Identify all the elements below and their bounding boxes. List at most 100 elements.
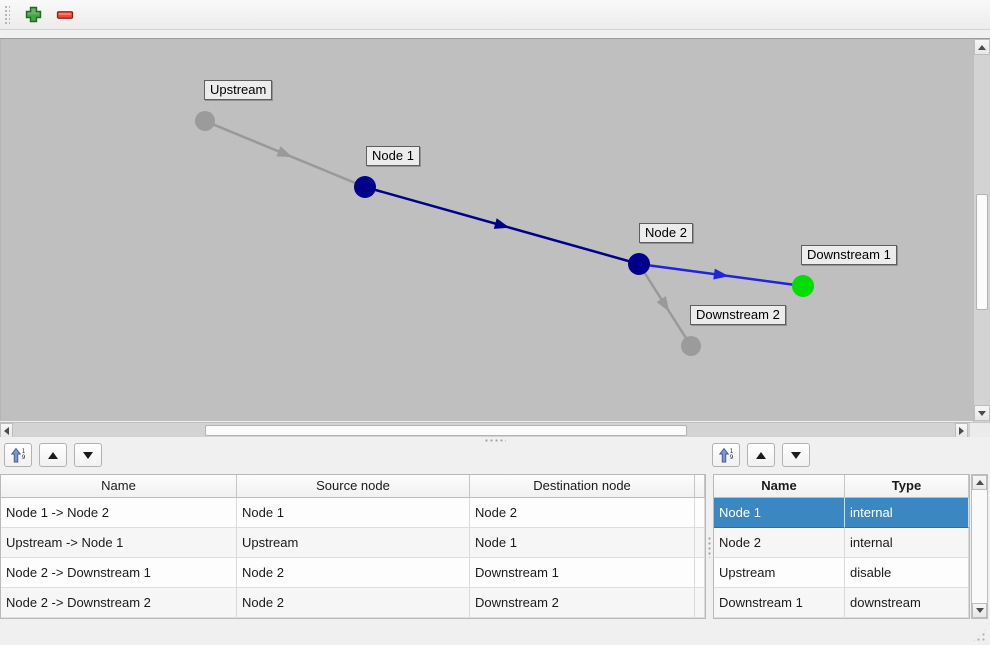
add-button[interactable] <box>20 2 46 28</box>
column-header[interactable] <box>695 475 705 498</box>
node-label[interactable]: Node 2 <box>639 223 693 243</box>
graph-canvas-area: Upstream Node 1 Node 2 Downstream 1 Downstre… <box>0 38 990 438</box>
column-header[interactable]: Type <box>845 475 969 498</box>
canvas-horizontal-scrollbar[interactable] <box>0 422 970 438</box>
edge-arrow-icon <box>493 218 510 229</box>
graph-node[interactable] <box>681 336 701 356</box>
table-cell: Upstream <box>237 528 470 558</box>
table-cell <box>695 558 705 588</box>
table-cell: downstream <box>845 588 969 618</box>
scrollbar-corner <box>970 422 990 438</box>
table-row[interactable]: Node 2 -> Downstream 2 Node 2 Downstream 2 <box>1 588 705 618</box>
move-up-icon <box>756 451 766 459</box>
add-icon <box>25 6 41 23</box>
table-cell: disable <box>845 558 969 588</box>
table-row[interactable]: Node 1 internal <box>714 498 969 528</box>
scroll-up-button[interactable] <box>974 39 990 55</box>
sort-digit-bottom: 9 <box>729 454 734 461</box>
horizontal-splitter[interactable] <box>0 437 990 444</box>
table-cell <box>695 588 705 618</box>
scroll-right-button[interactable] <box>955 423 968 438</box>
table-cell: Upstream -> Node 1 <box>1 528 237 558</box>
arrow-down-icon <box>975 608 984 613</box>
arrow-up-icon <box>975 480 984 485</box>
table-row[interactable]: Downstream 1 downstream <box>714 588 969 618</box>
table-row[interactable]: Node 2 -> Downstream 1 Node 2 Downstream 1 <box>1 558 705 588</box>
table-cell: Node 1 <box>237 498 470 528</box>
move-down-icon <box>83 451 93 459</box>
sort-digit-bottom: 9 <box>21 454 26 461</box>
table-cell: Node 2 <box>237 558 470 588</box>
column-header[interactable]: Name <box>714 475 845 498</box>
edge-move-up-button[interactable] <box>39 443 67 467</box>
table-cell: Downstream 1 <box>470 558 695 588</box>
graph-node[interactable] <box>195 111 215 131</box>
node-table: Name Type Node 1 internal Node 2 internal Upst… <box>713 474 970 619</box>
table-cell: internal <box>845 498 969 528</box>
table-row[interactable]: Node 1 -> Node 2 Node 1 Node 2 <box>1 498 705 528</box>
scroll-left-button[interactable] <box>0 423 13 438</box>
node-label[interactable]: Downstream 2 <box>690 305 786 325</box>
table-cell: Node 2 <box>714 528 845 558</box>
vertical-splitter[interactable] <box>706 474 713 619</box>
table-cell: Upstream <box>714 558 845 588</box>
scroll-up-button[interactable] <box>972 475 987 490</box>
column-header[interactable]: Source node <box>237 475 470 498</box>
graph-node[interactable] <box>628 253 650 275</box>
table-cell <box>695 528 705 558</box>
splitter-handle-icon <box>708 535 711 558</box>
table-header-row: Name Source node Destination node <box>1 475 705 498</box>
resize-grip[interactable] <box>972 628 986 642</box>
main-toolbar <box>0 0 990 30</box>
table-cell: Node 2 -> Downstream 1 <box>1 558 237 588</box>
edge-arrow-icon <box>276 146 293 158</box>
column-header[interactable]: Destination node <box>470 475 695 498</box>
arrow-up-icon <box>978 44 986 50</box>
node-label[interactable]: Upstream <box>204 80 273 100</box>
arrow-left-icon <box>4 426 9 435</box>
table-cell: Downstream 2 <box>470 588 695 618</box>
table-cell: Node 2 -> Downstream 2 <box>1 588 237 618</box>
node-table-scrollbar[interactable] <box>971 474 988 619</box>
graph-node[interactable] <box>354 176 376 198</box>
edge-table: Name Source node Destination node Node 1 ->… <box>0 474 706 619</box>
graph-svg <box>195 111 814 356</box>
table-cell: Node 2 <box>470 498 695 528</box>
table-cell <box>695 498 705 528</box>
canvas-vertical-scrollbar[interactable] <box>973 39 990 422</box>
node-move-up-button[interactable] <box>747 443 775 467</box>
move-up-icon <box>48 451 58 459</box>
vertical-scrollbar-thumb[interactable] <box>976 194 988 310</box>
node-label[interactable]: Downstream 1 <box>801 245 897 265</box>
splitter-handle-icon <box>484 439 506 442</box>
toolbar-drag-handle[interactable] <box>4 4 10 25</box>
edge-arrow-icon <box>713 268 729 280</box>
horizontal-scrollbar-thumb[interactable] <box>205 425 687 436</box>
sort-ascending-icon <box>718 447 729 462</box>
edge-arrow-icon <box>656 296 670 312</box>
edge-move-down-button[interactable] <box>74 443 102 467</box>
remove-button[interactable] <box>52 2 78 28</box>
arrow-down-icon <box>978 410 986 416</box>
graph-node[interactable] <box>792 275 814 297</box>
graph-canvas[interactable]: Upstream Node 1 Node 2 Downstream 1 Downstre… <box>0 39 974 421</box>
table-cell: Downstream 1 <box>714 588 845 618</box>
sort-ascending-icon <box>10 447 21 462</box>
table-row[interactable]: Upstream disable <box>714 558 969 588</box>
move-down-icon <box>791 451 801 459</box>
sort-digit-top: 1 <box>21 448 26 455</box>
table-row[interactable]: Node 2 internal <box>714 528 969 558</box>
column-header[interactable]: Name <box>1 475 237 498</box>
table-row[interactable]: Upstream -> Node 1 Upstream Node 1 <box>1 528 705 558</box>
node-move-down-button[interactable] <box>782 443 810 467</box>
table-cell: Node 2 <box>237 588 470 618</box>
scroll-down-button[interactable] <box>974 405 990 421</box>
scroll-down-button[interactable] <box>972 603 987 618</box>
table-cell: Node 1 <box>470 528 695 558</box>
node-label[interactable]: Node 1 <box>366 146 420 166</box>
remove-icon <box>56 10 74 19</box>
